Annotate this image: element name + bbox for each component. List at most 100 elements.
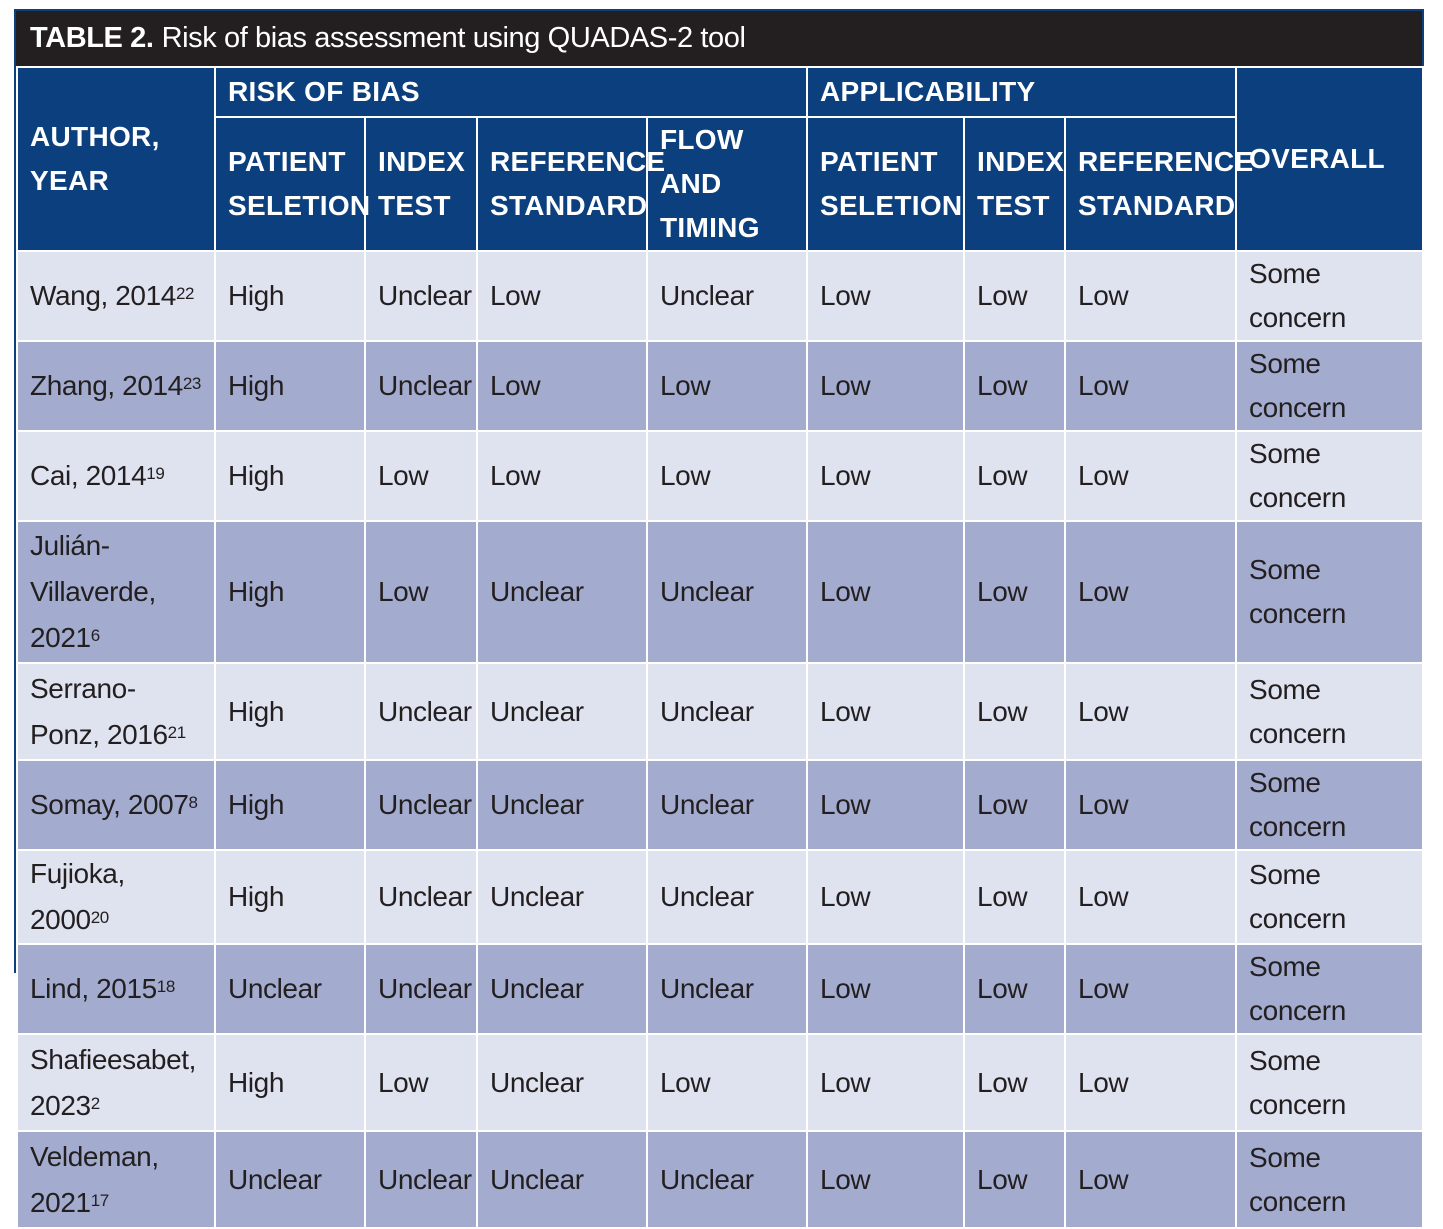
cell-app-index-test: Low: [963, 849, 1067, 945]
cell-app-patient-selection: Low: [806, 849, 966, 945]
cell-app-reference-standard: Low: [1064, 662, 1238, 761]
reference-number: 2: [90, 1093, 100, 1113]
cell-risk-patient-selection: High: [214, 520, 366, 664]
cell-overall: Some concern: [1235, 430, 1425, 522]
cell-app-patient-selection: Low: [806, 430, 966, 522]
cell-risk-reference-standard: Unclear: [476, 662, 648, 761]
cell-risk-reference-standard: Unclear: [476, 849, 648, 945]
cell-app-index-test: Low: [963, 759, 1067, 851]
table-frame: TABLE 2. Risk of bias assessment using Q…: [14, 9, 1425, 1229]
caption-title: Risk of bias assessment using QUADAS-2 t…: [161, 22, 746, 54]
reference-number: 6: [90, 626, 100, 645]
author-name: Shafieesabet, 2023: [30, 1043, 197, 1121]
header-app-index-test: INDEX TEST: [963, 116, 1067, 252]
author-cell: Lind, 201518: [16, 943, 216, 1035]
cell-app-patient-selection: Low: [806, 943, 966, 1035]
cell-risk-flow-timing: Unclear: [645, 849, 809, 945]
table-body: Wang, 201422 High Unclear Low Unclear Low Low L…: [16, 250, 1425, 1229]
cell-risk-patient-selection: High: [214, 1033, 366, 1132]
cell-risk-patient-selection: Unclear: [214, 1130, 366, 1229]
author-cell: Veldeman, 202117: [16, 1130, 216, 1229]
cell-app-reference-standard: Low: [1064, 430, 1238, 522]
cell-risk-patient-selection: High: [214, 662, 366, 761]
author-cell: Serrano-Ponz, 201621: [16, 662, 216, 761]
cell-risk-reference-standard: Unclear: [476, 520, 648, 664]
author-cell: Wang, 201422: [16, 250, 216, 342]
cell-app-patient-selection: Low: [806, 340, 966, 432]
cell-risk-flow-timing: Unclear: [645, 943, 809, 1035]
author-cell: Fujioka, 200020: [16, 849, 216, 945]
cell-risk-index-test: Low: [364, 520, 478, 664]
cell-app-index-test: Low: [963, 430, 1067, 522]
cell-risk-reference-standard: Unclear: [476, 943, 648, 1035]
cell-risk-patient-selection: Unclear: [214, 943, 366, 1035]
cell-overall: Some concern: [1235, 943, 1425, 1035]
author-name: Somay, 2007: [30, 789, 189, 820]
cell-app-patient-selection: Low: [806, 1033, 966, 1132]
quadas-table: AUTHOR, YEAR RISK OF BIAS APPLICABILITY …: [16, 66, 1425, 1229]
cell-overall: Some concern: [1235, 759, 1425, 851]
table-row: Somay, 20078 High Unclear Unclear Unclear Low…: [16, 759, 1425, 851]
cell-app-reference-standard: Low: [1064, 849, 1238, 945]
author-name: Cai, 2014: [30, 460, 147, 491]
cell-overall: Some concern: [1235, 662, 1425, 761]
cell-app-patient-selection: Low: [806, 250, 966, 342]
header-applicability: APPLICABILITY: [806, 66, 1238, 118]
author-cell: Julián-Villaverde, 20216: [16, 520, 216, 664]
table-row: Fujioka, 200020 High Unclear Unclear Unclear…: [16, 849, 1425, 945]
cell-app-reference-standard: Low: [1064, 943, 1238, 1035]
author-name: Wang, 2014: [30, 280, 176, 311]
cell-app-index-test: Low: [963, 520, 1067, 664]
cell-risk-reference-standard: Low: [476, 430, 648, 522]
table-row: Zhang, 201423 High Unclear Low Low Low Low Low S…: [16, 340, 1425, 432]
table-row: Shafieesabet, 20232 High Low Unclear Low Low L…: [16, 1033, 1425, 1132]
cell-risk-reference-standard: Unclear: [476, 1130, 648, 1229]
cell-risk-index-test: Unclear: [364, 250, 478, 342]
cell-risk-index-test: Unclear: [364, 1130, 478, 1229]
reference-number: 22: [175, 284, 195, 303]
header-overall: OVERALL: [1235, 66, 1425, 252]
author-name: Zhang, 2014: [30, 370, 183, 401]
cell-risk-flow-timing: Low: [645, 430, 809, 522]
cell-risk-patient-selection: High: [214, 430, 366, 522]
table-row: Julián-Villaverde, 20216 High Low Unclear Un…: [16, 520, 1425, 664]
cell-overall: Some concern: [1235, 849, 1425, 945]
table-caption: TABLE 2. Risk of bias assessment using Q…: [16, 11, 1422, 66]
reference-number: 17: [90, 1190, 110, 1210]
cell-risk-flow-timing: Unclear: [645, 250, 809, 342]
author-name: Serrano-Ponz, 2016: [30, 672, 168, 750]
cell-risk-index-test: Unclear: [364, 849, 478, 945]
table-row: Veldeman, 202117 Unclear Unclear Unclear Unc…: [16, 1130, 1425, 1229]
cell-risk-flow-timing: Unclear: [645, 662, 809, 761]
table-row: Cai, 201419 High Low Low Low Low Low Low Some co…: [16, 430, 1425, 522]
cell-app-index-test: Low: [963, 250, 1067, 342]
cell-app-index-test: Low: [963, 943, 1067, 1035]
cell-risk-flow-timing: Unclear: [645, 520, 809, 664]
cell-app-reference-standard: Low: [1064, 520, 1238, 664]
reference-number: 23: [182, 374, 202, 393]
cell-risk-patient-selection: High: [214, 849, 366, 945]
cell-overall: Some concern: [1235, 340, 1425, 432]
cell-app-index-test: Low: [963, 1130, 1067, 1229]
reference-number: 18: [156, 977, 176, 996]
cell-risk-index-test: Low: [364, 430, 478, 522]
table-row: Serrano-Ponz, 201621 High Unclear Unclear Un…: [16, 662, 1425, 761]
cell-risk-reference-standard: Unclear: [476, 759, 648, 851]
cell-risk-index-test: Low: [364, 1033, 478, 1132]
header-app-patient-selection: PATIENT SELETION: [806, 116, 966, 252]
cell-risk-flow-timing: Unclear: [645, 1130, 809, 1229]
reference-number: 21: [167, 722, 187, 742]
cell-risk-flow-timing: Low: [645, 340, 809, 432]
cell-app-reference-standard: Low: [1064, 250, 1238, 342]
header-risk-index-test: INDEX TEST: [364, 116, 478, 252]
cell-risk-reference-standard: Unclear: [476, 1033, 648, 1132]
cell-app-reference-standard: Low: [1064, 1033, 1238, 1132]
cell-app-patient-selection: Low: [806, 520, 966, 664]
cell-app-index-test: Low: [963, 662, 1067, 761]
cell-app-patient-selection: Low: [806, 662, 966, 761]
cell-app-reference-standard: Low: [1064, 759, 1238, 851]
cell-risk-flow-timing: Unclear: [645, 759, 809, 851]
cell-risk-patient-selection: High: [214, 759, 366, 851]
cell-overall: Some concern: [1235, 1130, 1425, 1229]
reference-number: 19: [146, 464, 165, 483]
